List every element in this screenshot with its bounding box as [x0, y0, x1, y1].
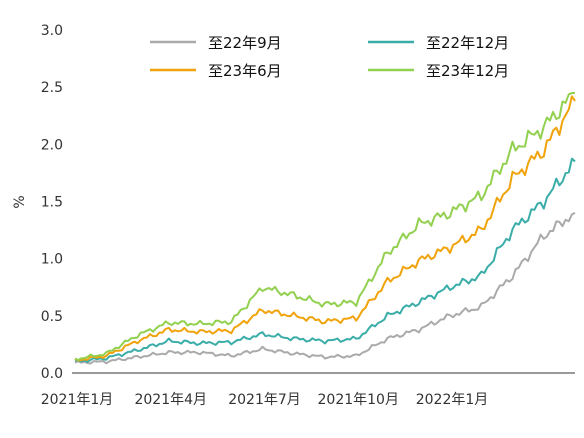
series-line — [74, 95, 576, 362]
legend-label: 至22年12月 — [426, 34, 509, 52]
legend-label: 至23年12月 — [426, 62, 509, 80]
y-tick-label: 1.5 — [41, 195, 63, 211]
x-axis-tick-labels: 2021年1月 2021年4月 2021年7月 2021年10月 2022年1月 — [41, 392, 489, 408]
legend-label: 至22年9月 — [208, 34, 282, 52]
series-lines — [74, 91, 576, 365]
y-tick-label: 2.0 — [41, 137, 63, 153]
y-tick-label: 3.0 — [41, 23, 63, 39]
x-tick-label: 2021年1月 — [41, 392, 114, 408]
y-tick-label: 1.0 — [41, 252, 63, 268]
y-tick-label: 0.0 — [41, 366, 63, 382]
y-axis-tick-labels: 0.0 0.5 1.0 1.5 2.0 2.5 3.0 — [41, 23, 63, 382]
series-line — [74, 211, 576, 365]
x-tick-label: 2021年10月 — [318, 392, 399, 408]
x-tick-label: 2021年4月 — [134, 392, 207, 408]
x-tick-label: 2021年7月 — [228, 392, 301, 408]
y-axis-title: % — [12, 195, 28, 208]
legend-label: 至23年6月 — [208, 62, 282, 80]
y-tick-label: 0.5 — [41, 309, 63, 325]
x-tick-label: 2022年1月 — [416, 392, 489, 408]
series-line — [74, 157, 576, 363]
series-line — [74, 91, 576, 362]
y-tick-label: 2.5 — [41, 80, 63, 96]
